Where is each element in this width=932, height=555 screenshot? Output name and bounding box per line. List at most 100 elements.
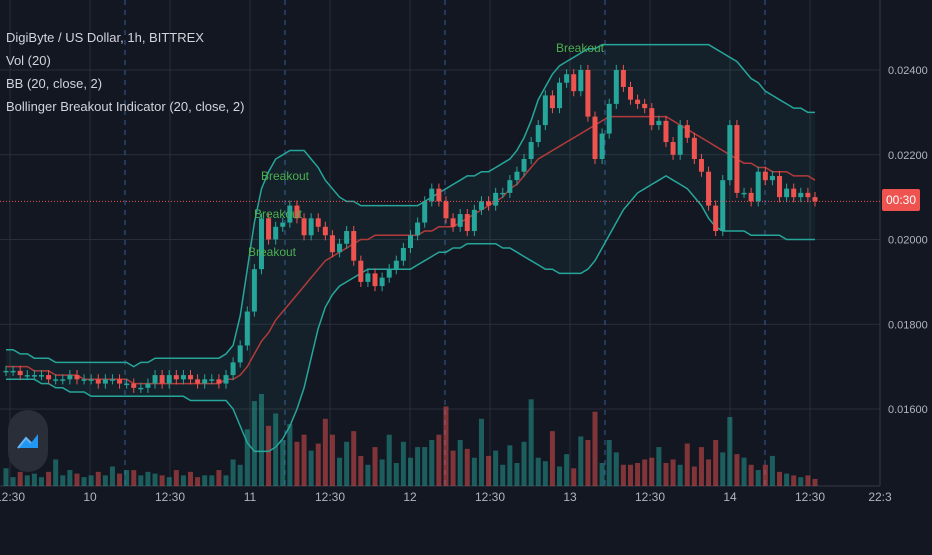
volume-bar[interactable] bbox=[329, 434, 335, 486]
candle[interactable] bbox=[486, 201, 492, 206]
candle[interactable] bbox=[308, 218, 314, 236]
volume-bar[interactable] bbox=[542, 461, 548, 486]
volume-bar[interactable] bbox=[287, 424, 293, 486]
candle[interactable] bbox=[244, 311, 250, 346]
volume-bar[interactable] bbox=[422, 447, 428, 486]
candle[interactable] bbox=[706, 171, 712, 206]
candle[interactable] bbox=[188, 375, 194, 380]
candle[interactable] bbox=[10, 370, 16, 373]
candle[interactable] bbox=[173, 375, 179, 380]
volume-bar[interactable] bbox=[209, 475, 215, 486]
candle[interactable] bbox=[698, 158, 704, 172]
volume-bar[interactable] bbox=[351, 431, 357, 486]
volume-bar[interactable] bbox=[450, 450, 456, 486]
volume-bar[interactable] bbox=[521, 441, 527, 486]
candle[interactable] bbox=[202, 379, 208, 384]
candle[interactable] bbox=[507, 180, 513, 193]
volume-bar[interactable] bbox=[620, 464, 626, 486]
volume-bar[interactable] bbox=[46, 471, 52, 486]
candle[interactable] bbox=[521, 158, 527, 172]
candle[interactable] bbox=[748, 192, 754, 202]
volume-bar[interactable] bbox=[109, 466, 115, 486]
volume-bar[interactable] bbox=[663, 463, 669, 486]
volume-bar[interactable] bbox=[322, 418, 328, 486]
candle[interactable] bbox=[578, 70, 584, 92]
candle[interactable] bbox=[542, 95, 548, 126]
volume-bar[interactable] bbox=[478, 418, 484, 486]
volume-bar[interactable] bbox=[791, 475, 797, 486]
candle[interactable] bbox=[166, 375, 172, 384]
candle[interactable] bbox=[564, 74, 570, 83]
volume-bar[interactable] bbox=[457, 440, 463, 486]
candle[interactable] bbox=[230, 362, 236, 376]
candle[interactable] bbox=[450, 218, 456, 227]
candle[interactable] bbox=[670, 142, 676, 155]
candle[interactable] bbox=[762, 171, 768, 181]
volume-bar[interactable] bbox=[805, 475, 811, 486]
volume-bar[interactable] bbox=[294, 441, 300, 486]
volume-bar[interactable] bbox=[670, 459, 676, 486]
bollinger-upper-band[interactable] bbox=[6, 43, 815, 368]
candle[interactable] bbox=[635, 99, 641, 104]
candle[interactable] bbox=[258, 218, 264, 270]
volume-bar[interactable] bbox=[691, 466, 697, 486]
volume-bar[interactable] bbox=[500, 464, 506, 486]
candle[interactable] bbox=[791, 188, 797, 198]
candle[interactable] bbox=[741, 192, 747, 195]
volume-bar[interactable] bbox=[258, 394, 264, 486]
candle[interactable] bbox=[315, 218, 321, 227]
candle[interactable] bbox=[812, 197, 818, 202]
candle[interactable] bbox=[436, 188, 442, 202]
candle[interactable] bbox=[38, 375, 44, 377]
candle[interactable] bbox=[24, 375, 30, 377]
volume-bar[interactable] bbox=[464, 448, 470, 486]
candle[interactable] bbox=[145, 383, 151, 388]
volume-bar[interactable] bbox=[564, 454, 570, 486]
volume-bar[interactable] bbox=[344, 441, 350, 486]
volume-bar[interactable] bbox=[95, 471, 101, 486]
volume-indicator-label[interactable]: Vol (20) bbox=[6, 53, 51, 68]
volume-bar[interactable] bbox=[535, 457, 541, 486]
candle[interactable] bbox=[180, 375, 186, 380]
candle[interactable] bbox=[280, 222, 286, 227]
candle[interactable] bbox=[152, 375, 158, 384]
volume-bar[interactable] bbox=[684, 443, 690, 486]
volume-bar[interactable] bbox=[202, 475, 208, 486]
candle[interactable] bbox=[95, 379, 101, 384]
volume-bar[interactable] bbox=[649, 457, 655, 486]
volume-bar[interactable] bbox=[173, 470, 179, 486]
candle[interactable] bbox=[585, 70, 591, 117]
volume-bar[interactable] bbox=[10, 477, 16, 486]
candle[interactable] bbox=[67, 375, 73, 380]
volume-bar[interactable] bbox=[578, 436, 584, 486]
volume-bar[interactable] bbox=[557, 466, 563, 486]
candle[interactable] bbox=[613, 70, 619, 104]
volume-bar[interactable] bbox=[3, 468, 9, 486]
candle[interactable] bbox=[415, 222, 421, 236]
candle[interactable] bbox=[500, 192, 506, 195]
candle[interactable] bbox=[344, 231, 350, 244]
candle[interactable] bbox=[514, 171, 520, 181]
candle[interactable] bbox=[237, 345, 243, 363]
candle[interactable] bbox=[386, 269, 392, 278]
volume-bar[interactable] bbox=[102, 475, 108, 486]
volume-bar[interactable] bbox=[251, 401, 257, 486]
volume-bar[interactable] bbox=[180, 475, 186, 486]
volume-bar[interactable] bbox=[159, 475, 165, 486]
volume-bar[interactable] bbox=[727, 417, 733, 486]
candle[interactable] bbox=[351, 231, 357, 261]
candle[interactable] bbox=[734, 125, 740, 193]
candle[interactable] bbox=[478, 201, 484, 210]
volume-bar[interactable] bbox=[308, 450, 314, 486]
volume-bar[interactable] bbox=[31, 473, 37, 486]
candle[interactable] bbox=[592, 116, 598, 159]
volume-bar[interactable] bbox=[769, 455, 775, 486]
candle[interactable] bbox=[769, 175, 775, 181]
candle[interactable] bbox=[777, 175, 783, 198]
candle[interactable] bbox=[60, 379, 66, 381]
candle[interactable] bbox=[53, 379, 59, 381]
volume-bar[interactable] bbox=[592, 411, 598, 486]
volume-bar[interactable] bbox=[471, 457, 477, 486]
candle[interactable] bbox=[677, 125, 683, 155]
volume-bar[interactable] bbox=[244, 429, 250, 486]
